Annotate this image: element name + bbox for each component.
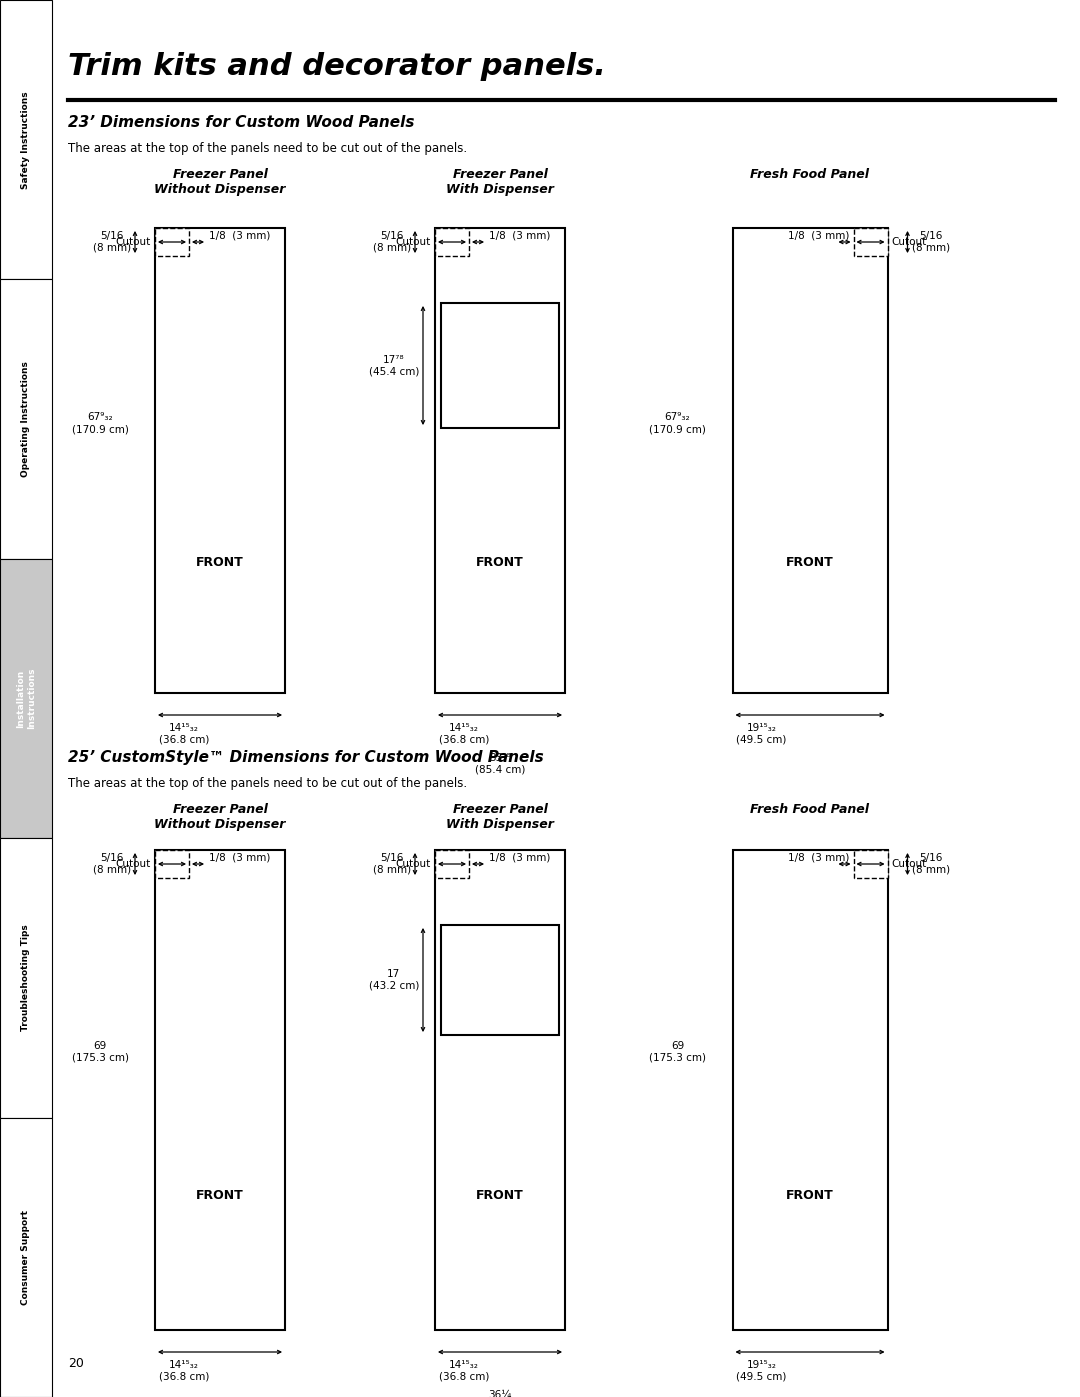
Text: 69
(175.3 cm): 69 (175.3 cm)	[649, 1041, 706, 1062]
Text: 19¹⁵₃₂
(49.5 cm): 19¹⁵₃₂ (49.5 cm)	[737, 1361, 787, 1382]
Text: Freezer Panel
Without Dispenser: Freezer Panel Without Dispenser	[154, 803, 286, 831]
Bar	[0, 279, 52, 559]
Text: The areas at the top of the panels need to be cut out of the panels.: The areas at the top of the panels need …	[68, 142, 468, 155]
Text: 1/8  (3 mm): 1/8 (3 mm)	[788, 854, 850, 863]
Bar	[441, 925, 559, 1035]
Text: Cutout: Cutout	[891, 237, 927, 247]
Text: 67⁹₃₂
(170.9 cm): 67⁹₃₂ (170.9 cm)	[71, 412, 129, 434]
Text: FRONT: FRONT	[197, 556, 244, 570]
Bar	[853, 228, 888, 256]
Text: Freezer Panel
With Dispenser: Freezer Panel With Dispenser	[446, 168, 554, 196]
Text: FRONT: FRONT	[786, 1189, 834, 1201]
Text: 5/16
(8 mm): 5/16 (8 mm)	[93, 854, 131, 875]
Text: Cutout: Cutout	[891, 859, 927, 869]
Text: Fresh Food Panel: Fresh Food Panel	[751, 168, 869, 182]
Text: 5/16
(8 mm): 5/16 (8 mm)	[373, 231, 411, 253]
Text: FRONT: FRONT	[476, 556, 524, 570]
Text: 17
(43.2 cm): 17 (43.2 cm)	[368, 970, 419, 990]
Text: 5/16
(8 mm): 5/16 (8 mm)	[912, 231, 949, 253]
Bar	[156, 849, 189, 877]
Bar	[435, 849, 469, 877]
Text: Fresh Food Panel: Fresh Food Panel	[751, 803, 869, 816]
Bar	[156, 228, 285, 693]
Text: 67⁹₃₂
(170.9 cm): 67⁹₃₂ (170.9 cm)	[649, 412, 706, 434]
Text: 14¹⁵₃₂
(36.8 cm): 14¹⁵₃₂ (36.8 cm)	[438, 724, 489, 745]
Bar	[0, 838, 52, 1118]
Bar	[156, 228, 189, 256]
Bar	[732, 849, 888, 1330]
Bar	[156, 849, 285, 1330]
Bar	[435, 228, 565, 693]
Text: 36¼
(92.0 cm): 36¼ (92.0 cm)	[475, 1390, 525, 1397]
Text: FRONT: FRONT	[197, 1189, 244, 1201]
Text: 14¹⁵₃₂
(36.8 cm): 14¹⁵₃₂ (36.8 cm)	[438, 1361, 489, 1382]
Text: FRONT: FRONT	[476, 1189, 524, 1201]
Text: 19¹⁵₃₂
(49.5 cm): 19¹⁵₃₂ (49.5 cm)	[737, 724, 787, 745]
Text: 1/8  (3 mm): 1/8 (3 mm)	[210, 854, 270, 863]
Text: Cutout: Cutout	[395, 237, 431, 247]
Text: 5/16
(8 mm): 5/16 (8 mm)	[93, 231, 131, 253]
Bar	[0, 1118, 52, 1397]
Text: Operating Instructions: Operating Instructions	[22, 362, 30, 476]
Text: 5/16
(8 mm): 5/16 (8 mm)	[912, 854, 949, 875]
Bar	[435, 849, 565, 1330]
Text: 1/8  (3 mm): 1/8 (3 mm)	[489, 231, 551, 242]
Text: Consumer Support: Consumer Support	[22, 1210, 30, 1305]
Text: 14¹⁵₃₂
(36.8 cm): 14¹⁵₃₂ (36.8 cm)	[159, 724, 210, 745]
Bar	[0, 559, 52, 838]
Text: 23’ Dimensions for Custom Wood Panels: 23’ Dimensions for Custom Wood Panels	[68, 115, 415, 130]
Bar	[0, 0, 52, 279]
Bar	[732, 228, 888, 693]
Text: Installation
Instructions: Installation Instructions	[16, 668, 36, 729]
Text: The areas at the top of the panels need to be cut out of the panels.: The areas at the top of the panels need …	[68, 777, 468, 789]
Bar	[435, 228, 469, 256]
Text: Troubleshooting Tips: Troubleshooting Tips	[22, 925, 30, 1031]
Text: 25’ CustomStyle™ Dimensions for Custom Wood Panels: 25’ CustomStyle™ Dimensions for Custom W…	[68, 750, 543, 766]
Text: 14¹⁵₃₂
(36.8 cm): 14¹⁵₃₂ (36.8 cm)	[159, 1361, 210, 1382]
Text: 20: 20	[68, 1356, 84, 1370]
Text: 33⁵⁸
(85.4 cm): 33⁵⁸ (85.4 cm)	[475, 753, 525, 774]
Text: 69
(175.3 cm): 69 (175.3 cm)	[71, 1041, 129, 1062]
Text: FRONT: FRONT	[786, 556, 834, 570]
Text: Safety Instructions: Safety Instructions	[22, 91, 30, 189]
Text: 1/8  (3 mm): 1/8 (3 mm)	[489, 854, 551, 863]
Text: Trim kits and decorator panels.: Trim kits and decorator panels.	[68, 52, 606, 81]
Text: Freezer Panel
With Dispenser: Freezer Panel With Dispenser	[446, 803, 554, 831]
Text: Cutout: Cutout	[116, 237, 151, 247]
Text: 17⁷⁸
(45.4 cm): 17⁷⁸ (45.4 cm)	[368, 355, 419, 376]
Bar	[441, 303, 559, 427]
Text: Freezer Panel
Without Dispenser: Freezer Panel Without Dispenser	[154, 168, 286, 196]
Text: Cutout: Cutout	[395, 859, 431, 869]
Text: 5/16
(8 mm): 5/16 (8 mm)	[373, 854, 411, 875]
Text: Cutout: Cutout	[116, 859, 151, 869]
Bar	[853, 849, 888, 877]
Text: 1/8  (3 mm): 1/8 (3 mm)	[788, 231, 850, 242]
Text: 1/8  (3 mm): 1/8 (3 mm)	[210, 231, 270, 242]
